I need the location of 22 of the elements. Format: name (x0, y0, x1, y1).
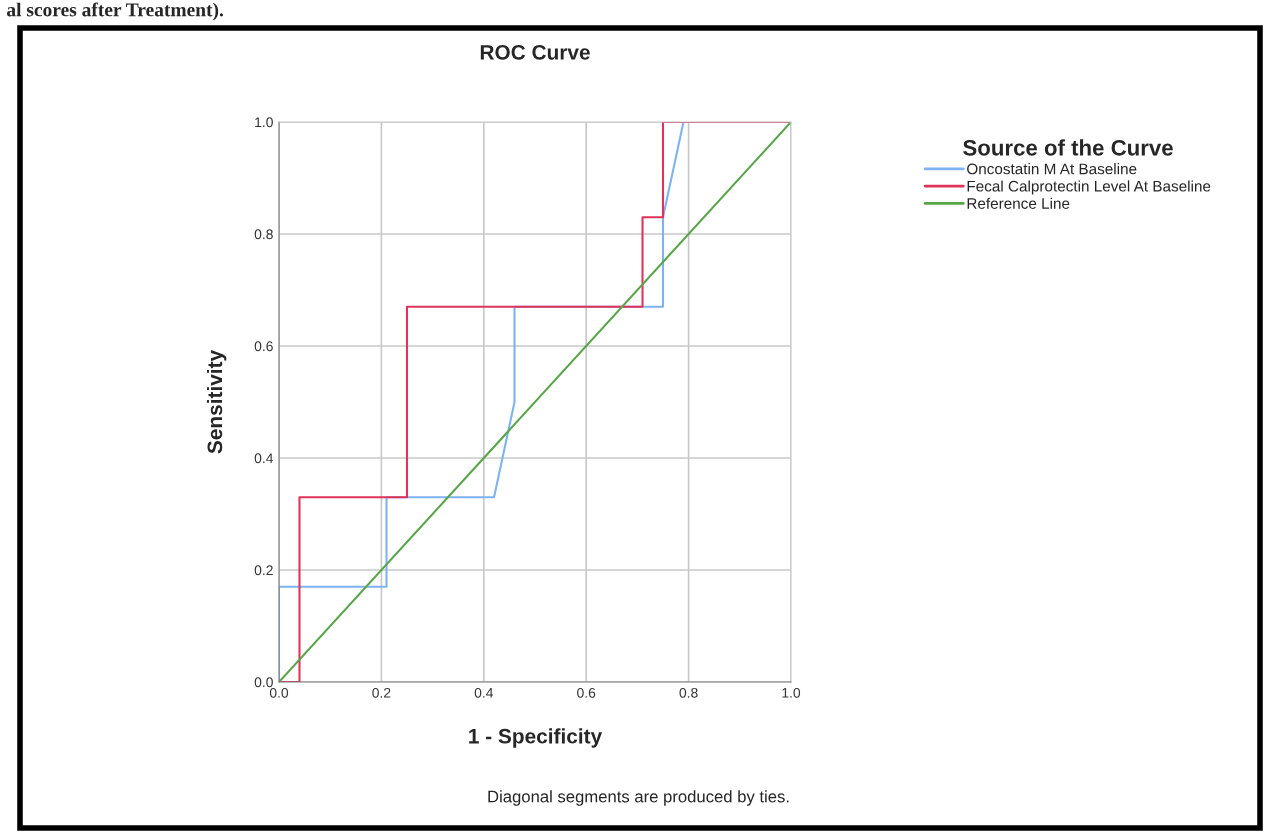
chart-title: ROC Curve (480, 44, 590, 60)
x-tick-label: 0.6 (577, 687, 596, 698)
x-tick-label: 0.0 (269, 687, 289, 698)
legend-title: Source of the Curve (963, 139, 1173, 156)
legend-label: Reference Line (967, 197, 1070, 209)
y-tick-label: 0.0 (254, 677, 273, 688)
y-tick-label: 0.6 (254, 341, 273, 352)
y-tick-label: 0.4 (254, 453, 274, 464)
x-axis-title: 1 - Specificity (469, 728, 603, 748)
x-tick-label: 0.4 (474, 687, 494, 698)
text: Diagonal segments are produced by ties. (488, 790, 789, 806)
line-series (279, 122, 791, 682)
y-tick-label: 0.8 (254, 229, 273, 240)
legend-label: Fecal Calprotectin Level At Baseline (967, 180, 1211, 195)
x-tick-label: 1.0 (782, 687, 801, 698)
x-tick-label: 0.2 (372, 687, 391, 698)
text: al scores after Treatment). (7, 2, 224, 21)
legend-label: Oncostatin M At Baseline (967, 163, 1137, 175)
y-tick-label: 0.2 (254, 565, 273, 576)
y-tick-label: 1.0 (255, 117, 273, 128)
y-axis-title: Sensitivity (206, 350, 227, 454)
x-tick-label: 0.8 (679, 687, 698, 698)
